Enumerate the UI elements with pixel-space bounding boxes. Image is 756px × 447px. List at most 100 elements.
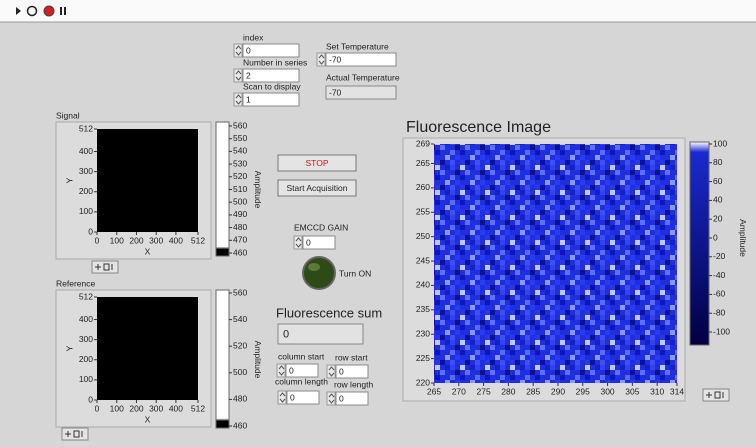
colorbar-tick-label: 60 bbox=[713, 176, 723, 186]
y-tick-label: 269 bbox=[416, 138, 430, 148]
input-value: 0 bbox=[289, 365, 294, 375]
x-tick-label: 295 bbox=[576, 386, 590, 396]
control-label: EMCCD GAIN bbox=[294, 222, 348, 232]
control-label: Actual Temperature bbox=[326, 72, 400, 82]
plot-area bbox=[97, 129, 198, 232]
x-tick-label: 512 bbox=[191, 403, 205, 413]
colorbar bbox=[216, 122, 229, 256]
image-title: Fluorescence Image bbox=[406, 119, 551, 136]
colorbar-tick-label: 530 bbox=[233, 158, 247, 168]
x-tick-label: 0 bbox=[95, 403, 100, 413]
x-tick-label: 200 bbox=[129, 403, 143, 413]
stop-button-label: STOP bbox=[306, 158, 329, 168]
input-value: -70 bbox=[329, 54, 342, 64]
colorbar-label: Amplitude bbox=[738, 219, 748, 257]
led-highlight bbox=[308, 263, 320, 271]
x-tick-label: 100 bbox=[110, 235, 124, 245]
input-value: 1 bbox=[246, 94, 251, 104]
input-value: 0 bbox=[290, 392, 295, 402]
y-tick-label: 100 bbox=[79, 374, 93, 384]
colorbar-label: Amplitude bbox=[253, 171, 263, 209]
input-value: 0 bbox=[339, 366, 344, 376]
colorbar-tick-label: -20 bbox=[713, 251, 726, 261]
y-tick-label: 100 bbox=[79, 206, 93, 216]
control-label: column length bbox=[275, 376, 328, 386]
plot-area bbox=[97, 297, 198, 400]
x-tick-label: 310 bbox=[650, 386, 664, 396]
x-tick-label: 280 bbox=[501, 386, 515, 396]
y-tick-label: 230 bbox=[416, 328, 430, 338]
x-tick-label: 300 bbox=[600, 386, 614, 396]
graph-tools-icons bbox=[95, 264, 112, 270]
input-value: 0 bbox=[339, 393, 344, 403]
colorbar-tick-label: 100 bbox=[713, 138, 727, 148]
x-tick-label: 265 bbox=[427, 386, 441, 396]
led-label: Turn ON bbox=[339, 268, 371, 278]
colorbar-tick-label: -60 bbox=[713, 289, 726, 299]
colorbar-tick-label: 540 bbox=[233, 314, 247, 324]
graph-tools-icons bbox=[706, 392, 723, 398]
y-tick-label: 250 bbox=[416, 231, 430, 241]
colorbar-tick-label: 550 bbox=[233, 133, 247, 143]
abort-button[interactable] bbox=[44, 6, 54, 16]
colorbar-tick-label: 560 bbox=[233, 120, 247, 130]
y-axis-label: Y bbox=[64, 345, 74, 351]
y-tick-label: 200 bbox=[79, 354, 93, 364]
control-label: Scan to display bbox=[243, 81, 301, 91]
colorbar-tick-label: -100 bbox=[713, 326, 730, 336]
x-tick-label: 300 bbox=[149, 403, 163, 413]
sum-indicator bbox=[278, 324, 363, 344]
colorbar-tick-label: 80 bbox=[713, 157, 723, 167]
y-tick-label: 400 bbox=[79, 146, 93, 156]
x-tick-label: 285 bbox=[526, 386, 540, 396]
input-value: 0 bbox=[246, 45, 251, 55]
colorbar-tick-label: 500 bbox=[233, 196, 247, 206]
x-tick-label: 314 bbox=[670, 386, 684, 396]
input-box[interactable] bbox=[243, 69, 299, 82]
page: index0Number in series2Scan to display1S… bbox=[0, 0, 756, 447]
graph-label: Signal bbox=[56, 110, 80, 120]
colorbar-tick-label: 460 bbox=[233, 420, 247, 430]
input-value: 0 bbox=[306, 237, 311, 247]
x-tick-label: 275 bbox=[476, 386, 490, 396]
graph-tools-icons bbox=[65, 431, 82, 437]
sum-label: Fluorescence sum bbox=[276, 305, 382, 320]
input-box[interactable] bbox=[243, 93, 299, 106]
control-label: Set Temperature bbox=[326, 41, 389, 51]
y-tick-label: 0 bbox=[88, 394, 93, 404]
colorbar-tick-label: 0 bbox=[713, 232, 718, 242]
x-tick-label: 290 bbox=[551, 386, 565, 396]
colorbar-tick-label: 40 bbox=[713, 195, 723, 205]
x-tick-label: 200 bbox=[129, 235, 143, 245]
x-axis-label: X bbox=[145, 246, 151, 256]
toolbar bbox=[0, 0, 756, 22]
y-tick-label: 240 bbox=[416, 280, 430, 290]
y-tick-label: 0 bbox=[88, 226, 93, 236]
colorbar-tick-label: 540 bbox=[233, 146, 247, 156]
colorbar-tick-label: 460 bbox=[233, 247, 247, 257]
colorbar-tick-label: 20 bbox=[713, 213, 723, 223]
y-tick-label: 200 bbox=[79, 186, 93, 196]
indicator-value: -70 bbox=[329, 87, 342, 97]
y-tick-label: 400 bbox=[79, 314, 93, 324]
colorbar-tick-label: 520 bbox=[233, 340, 247, 350]
y-tick-label: 300 bbox=[79, 334, 93, 344]
colorbar-tick-label: 520 bbox=[233, 171, 247, 181]
colorbar-tick-label: 480 bbox=[233, 222, 247, 232]
colorbar-tick-label: -80 bbox=[713, 307, 726, 317]
colorbar bbox=[216, 290, 229, 428]
y-tick-label: 235 bbox=[416, 304, 430, 314]
input-value: 2 bbox=[246, 70, 251, 80]
input-box[interactable] bbox=[243, 44, 299, 57]
control-label: column start bbox=[278, 351, 325, 361]
colorbar-tick-label: 490 bbox=[233, 209, 247, 219]
graph-label: Reference bbox=[56, 278, 95, 288]
x-tick-label: 400 bbox=[169, 235, 183, 245]
y-tick-label: 300 bbox=[79, 166, 93, 176]
colorbar-tick-label: 480 bbox=[233, 394, 247, 404]
control-label: index bbox=[243, 32, 264, 42]
colorbar-tick-label: 500 bbox=[233, 367, 247, 377]
led[interactable] bbox=[303, 257, 335, 289]
y-axis-label: Y bbox=[64, 177, 74, 183]
x-tick-label: 0 bbox=[95, 235, 100, 245]
